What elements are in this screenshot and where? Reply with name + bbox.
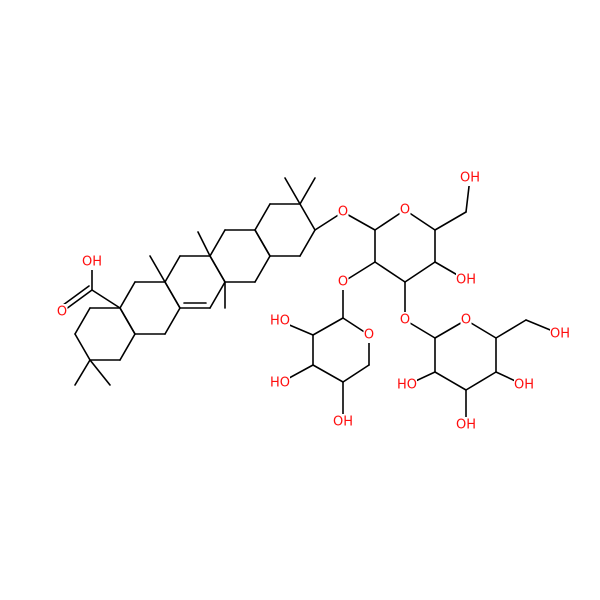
bond [164, 255, 181, 283]
bond [197, 231, 211, 257]
label-backdrop [550, 326, 570, 342]
atom-label: HO [270, 376, 290, 391]
bond [119, 281, 136, 309]
label-backdrop [337, 274, 349, 290]
label-backdrop [56, 304, 68, 320]
bond [74, 307, 91, 335]
label-backdrop [399, 312, 411, 328]
bond [254, 203, 271, 231]
atom-label: OH [82, 255, 102, 270]
atom-label: O [57, 305, 67, 320]
bond [91, 289, 121, 309]
label-backdrop [363, 327, 375, 343]
bond [374, 261, 406, 283]
bond [209, 281, 226, 309]
label-backdrop [397, 377, 417, 393]
bond [74, 359, 91, 386]
bond [465, 371, 497, 391]
atom-label: O [400, 203, 410, 218]
label-backdrop [460, 312, 472, 328]
label-backdrop [399, 202, 411, 218]
label-backdrop [333, 414, 353, 430]
bond [119, 307, 136, 335]
atom-label: O [338, 275, 348, 290]
atom-label: OH [456, 418, 476, 433]
label-backdrop [82, 254, 102, 270]
atom-label: HO [270, 314, 290, 329]
bond [299, 203, 316, 231]
bond [342, 364, 370, 383]
bond [149, 255, 166, 283]
bond [209, 229, 226, 257]
bond [164, 281, 181, 309]
bond [164, 307, 181, 335]
bond [312, 364, 344, 383]
atom-label: O [461, 313, 471, 328]
bond [434, 211, 467, 231]
label-backdrop [456, 272, 476, 288]
bond [312, 317, 344, 336]
bond [89, 359, 111, 386]
bond [434, 371, 467, 391]
label-backdrop [337, 204, 349, 220]
label-backdrop [514, 377, 534, 393]
bond [254, 229, 271, 257]
atom-label: OH [456, 273, 476, 288]
atom-label: O [364, 328, 374, 343]
atom-label: O [400, 313, 410, 328]
label-backdrop [270, 375, 290, 391]
bond [495, 319, 527, 339]
label-backdrop [270, 313, 290, 329]
atom-label: OH [460, 171, 480, 186]
bond [299, 177, 316, 205]
atom-label: OH [514, 378, 534, 393]
bond [404, 261, 436, 283]
bond [119, 333, 136, 361]
bond [299, 229, 316, 257]
bonds [58, 177, 561, 426]
bond [284, 177, 301, 205]
label-backdrop [456, 417, 476, 433]
bond [254, 255, 271, 283]
bond [74, 333, 91, 361]
atom-label: OH [333, 415, 353, 430]
label-backdrop [460, 170, 480, 186]
atom-label: HO [397, 378, 417, 393]
atom-label: O [338, 205, 348, 220]
bond [209, 255, 226, 283]
atom-label: OH [550, 327, 570, 342]
